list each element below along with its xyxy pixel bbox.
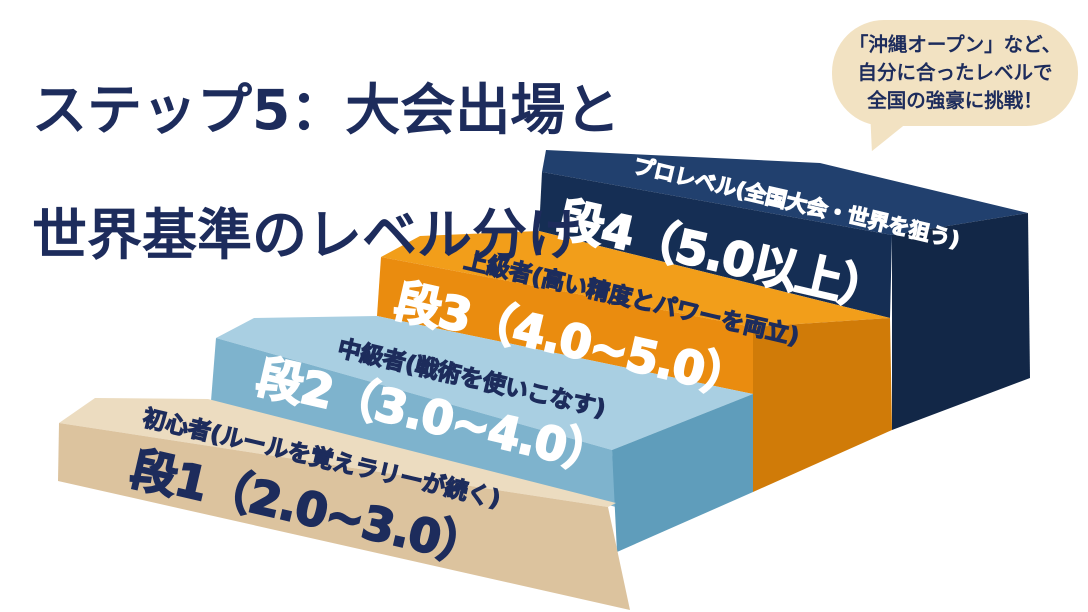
- step-2-side-face: [612, 394, 753, 552]
- step-3-front-face: [377, 257, 753, 394]
- page-title: ステップ5：大会出場と 世界基準のレベル分け: [32, 16, 732, 329]
- speech-bubble-line-2: 自分に合ったレベルで: [857, 61, 1053, 85]
- step-3-block: [377, 231, 892, 492]
- page-title-line-2: 世界基準のレベル分け: [32, 203, 583, 268]
- step-3-side-face: [753, 318, 892, 492]
- step-1-block: [58, 398, 630, 610]
- page-title-line-1: ステップ5：大会出場と: [32, 77, 621, 142]
- speech-bubble-line-3: 全国の強豪に挑戦！: [867, 88, 1043, 112]
- step-4-top-face: [542, 150, 1028, 235]
- step-2-top-face: [216, 316, 753, 450]
- speech-bubble-line-1: 「沖縄オープン」など、: [848, 33, 1062, 57]
- step-4-block: [539, 150, 1030, 430]
- step-2-front-face: [211, 338, 616, 507]
- speech-bubble: 「沖縄オープン」など、 自分に合ったレベルで 全国の強豪に挑戦！: [832, 20, 1078, 156]
- speech-bubble-tail: [865, 118, 907, 156]
- step-4-side-face: [892, 213, 1030, 430]
- step-3-top-face: [381, 231, 890, 327]
- step-4-front-face: [539, 172, 892, 318]
- step-1-top-face: [59, 398, 616, 507]
- step-1-front-face: [58, 423, 630, 610]
- step-2-block: [211, 316, 753, 552]
